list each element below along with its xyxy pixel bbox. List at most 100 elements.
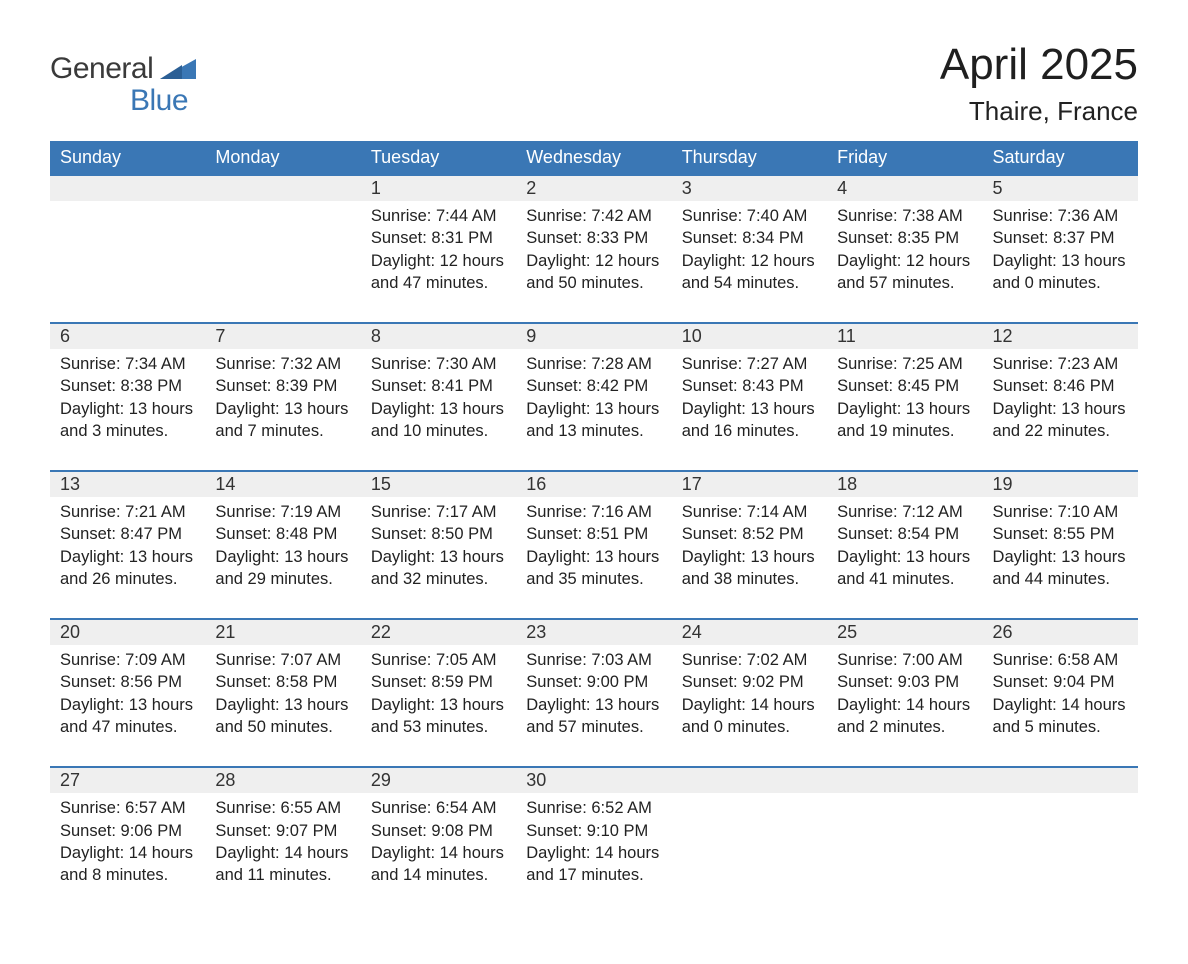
day-detail-cell: Sunrise: 7:03 AMSunset: 9:00 PMDaylight:… (516, 645, 671, 767)
day-number-cell: 13 (50, 471, 205, 497)
sunset-text: Sunset: 9:08 PM (371, 820, 506, 842)
day-number-cell (50, 175, 205, 201)
day-detail-cell: Sunrise: 7:09 AMSunset: 8:56 PMDaylight:… (50, 645, 205, 767)
day-detail-cell: Sunrise: 7:28 AMSunset: 8:42 PMDaylight:… (516, 349, 671, 471)
daylight-text: Daylight: 13 hours (993, 398, 1128, 420)
day-detail-cell (205, 201, 360, 323)
day-number-row: 27282930 (50, 767, 1138, 793)
day-detail-cell: Sunrise: 7:02 AMSunset: 9:02 PMDaylight:… (672, 645, 827, 767)
sunset-text: Sunset: 8:50 PM (371, 523, 506, 545)
daylight-text: and 0 minutes. (993, 272, 1128, 294)
daylight-text: and 8 minutes. (60, 864, 195, 886)
sunrise-text: Sunrise: 6:55 AM (215, 797, 350, 819)
weekday-header: Monday (205, 141, 360, 175)
day-detail-cell: Sunrise: 7:44 AMSunset: 8:31 PMDaylight:… (361, 201, 516, 323)
day-number-cell: 1 (361, 175, 516, 201)
weekday-header: Friday (827, 141, 982, 175)
sunrise-text: Sunrise: 7:12 AM (837, 501, 972, 523)
day-number-cell: 2 (516, 175, 671, 201)
sunset-text: Sunset: 8:45 PM (837, 375, 972, 397)
daylight-text: Daylight: 13 hours (60, 546, 195, 568)
daylight-text: Daylight: 12 hours (371, 250, 506, 272)
sunset-text: Sunset: 8:35 PM (837, 227, 972, 249)
sunrise-text: Sunrise: 7:27 AM (682, 353, 817, 375)
day-detail-cell: Sunrise: 7:16 AMSunset: 8:51 PMDaylight:… (516, 497, 671, 619)
day-detail-row: Sunrise: 7:34 AMSunset: 8:38 PMDaylight:… (50, 349, 1138, 471)
day-number-cell: 24 (672, 619, 827, 645)
daylight-text: Daylight: 13 hours (526, 398, 661, 420)
day-number-cell: 21 (205, 619, 360, 645)
daylight-text: and 19 minutes. (837, 420, 972, 442)
sunrise-text: Sunrise: 7:30 AM (371, 353, 506, 375)
daylight-text: and 14 minutes. (371, 864, 506, 886)
sunrise-text: Sunrise: 6:57 AM (60, 797, 195, 819)
weekday-header: Saturday (983, 141, 1138, 175)
sunset-text: Sunset: 9:02 PM (682, 671, 817, 693)
sunrise-text: Sunrise: 7:02 AM (682, 649, 817, 671)
day-number-cell (205, 175, 360, 201)
calendar-page: General Blue April 2025 Thaire, France S… (0, 0, 1188, 964)
daylight-text: Daylight: 13 hours (682, 398, 817, 420)
sunset-text: Sunset: 8:42 PM (526, 375, 661, 397)
day-detail-row: Sunrise: 7:21 AMSunset: 8:47 PMDaylight:… (50, 497, 1138, 619)
sunset-text: Sunset: 8:38 PM (60, 375, 195, 397)
day-detail-row: Sunrise: 7:09 AMSunset: 8:56 PMDaylight:… (50, 645, 1138, 767)
brand-word-1: General (50, 52, 153, 85)
sunset-text: Sunset: 8:51 PM (526, 523, 661, 545)
sunrise-text: Sunrise: 7:03 AM (526, 649, 661, 671)
daylight-text: and 38 minutes. (682, 568, 817, 590)
day-detail-cell: Sunrise: 7:30 AMSunset: 8:41 PMDaylight:… (361, 349, 516, 471)
sunrise-text: Sunrise: 7:38 AM (837, 205, 972, 227)
day-detail-cell: Sunrise: 6:52 AMSunset: 9:10 PMDaylight:… (516, 793, 671, 914)
sunset-text: Sunset: 9:10 PM (526, 820, 661, 842)
day-number-cell (983, 767, 1138, 793)
day-number-cell: 9 (516, 323, 671, 349)
day-number-cell (827, 767, 982, 793)
day-number-cell: 27 (50, 767, 205, 793)
daylight-text: and 44 minutes. (993, 568, 1128, 590)
daylight-text: and 10 minutes. (371, 420, 506, 442)
sunrise-text: Sunrise: 7:42 AM (526, 205, 661, 227)
daylight-text: and 11 minutes. (215, 864, 350, 886)
sunset-text: Sunset: 8:56 PM (60, 671, 195, 693)
day-detail-cell: Sunrise: 7:12 AMSunset: 8:54 PMDaylight:… (827, 497, 982, 619)
day-number-cell: 16 (516, 471, 671, 497)
daylight-text: and 26 minutes. (60, 568, 195, 590)
daylight-text: Daylight: 13 hours (837, 546, 972, 568)
sunrise-text: Sunrise: 7:21 AM (60, 501, 195, 523)
daylight-text: Daylight: 13 hours (371, 398, 506, 420)
sunrise-text: Sunrise: 6:54 AM (371, 797, 506, 819)
daylight-text: and 29 minutes. (215, 568, 350, 590)
daylight-text: and 50 minutes. (215, 716, 350, 738)
daylight-text: and 3 minutes. (60, 420, 195, 442)
sunrise-text: Sunrise: 7:19 AM (215, 501, 350, 523)
day-number-cell: 4 (827, 175, 982, 201)
day-detail-cell: Sunrise: 7:25 AMSunset: 8:45 PMDaylight:… (827, 349, 982, 471)
day-number-row: 12345 (50, 175, 1138, 201)
weekday-header: Thursday (672, 141, 827, 175)
sunrise-text: Sunrise: 7:14 AM (682, 501, 817, 523)
day-number-cell: 3 (672, 175, 827, 201)
daylight-text: and 0 minutes. (682, 716, 817, 738)
day-detail-cell (672, 793, 827, 914)
day-detail-cell: Sunrise: 6:58 AMSunset: 9:04 PMDaylight:… (983, 645, 1138, 767)
sunset-text: Sunset: 8:48 PM (215, 523, 350, 545)
daylight-text: Daylight: 13 hours (993, 546, 1128, 568)
day-detail-cell: Sunrise: 7:17 AMSunset: 8:50 PMDaylight:… (361, 497, 516, 619)
day-number-cell: 28 (205, 767, 360, 793)
daylight-text: and 50 minutes. (526, 272, 661, 294)
day-detail-cell: Sunrise: 7:34 AMSunset: 8:38 PMDaylight:… (50, 349, 205, 471)
day-detail-cell: Sunrise: 7:36 AMSunset: 8:37 PMDaylight:… (983, 201, 1138, 323)
day-number-cell: 22 (361, 619, 516, 645)
sunset-text: Sunset: 8:33 PM (526, 227, 661, 249)
daylight-text: Daylight: 13 hours (371, 546, 506, 568)
daylight-text: Daylight: 14 hours (837, 694, 972, 716)
daylight-text: Daylight: 14 hours (526, 842, 661, 864)
day-number-cell: 23 (516, 619, 671, 645)
daylight-text: and 13 minutes. (526, 420, 661, 442)
weekday-header-row: Sunday Monday Tuesday Wednesday Thursday… (50, 141, 1138, 175)
day-number-cell: 26 (983, 619, 1138, 645)
daylight-text: Daylight: 13 hours (682, 546, 817, 568)
sunrise-text: Sunrise: 6:52 AM (526, 797, 661, 819)
day-detail-cell (50, 201, 205, 323)
